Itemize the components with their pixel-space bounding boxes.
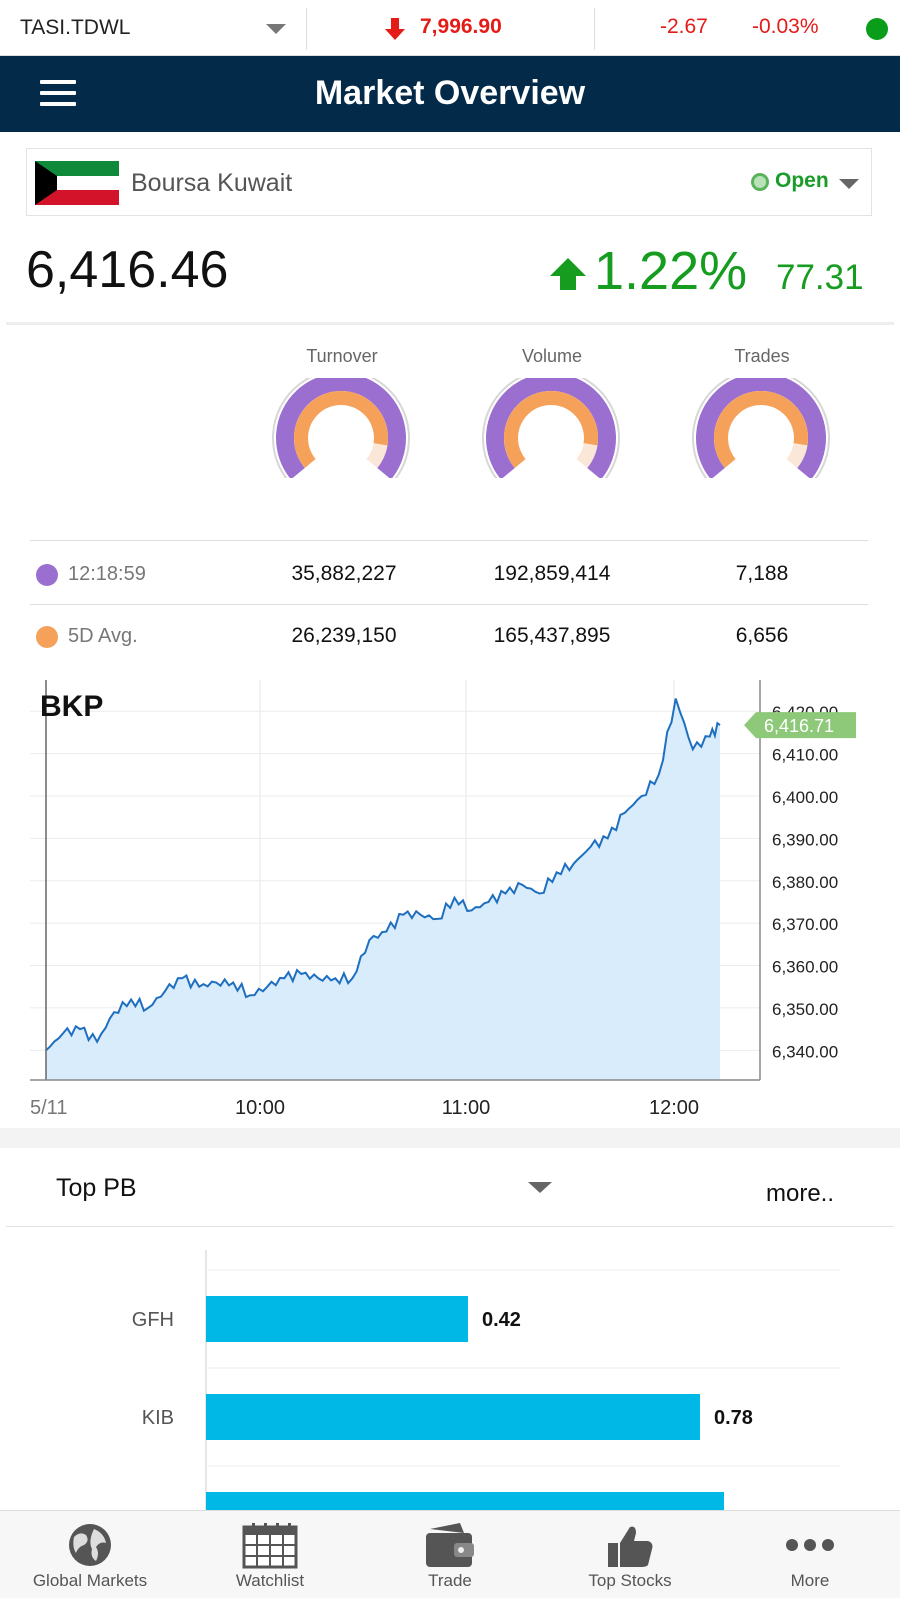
intraday-chart[interactable]: 6,420.006,410.006,400.006,390.006,380.00… [0, 680, 900, 1120]
bar-category-label: GFH [132, 1309, 174, 1331]
wallet-icon [426, 1523, 474, 1567]
gauge-label-volume: Volume [521, 346, 583, 366]
nav-label: Global Markets [32, 1571, 148, 1590]
gauge-current-arc [486, 378, 616, 478]
current-row-label: 12:18:59 [68, 563, 146, 585]
bar [206, 1394, 700, 1440]
ticker-symbol[interactable]: TASI.TDWL [20, 16, 131, 39]
chevron-down-icon[interactable] [528, 1182, 552, 1193]
section-divider [0, 1128, 900, 1148]
trades-current: 7,188 [735, 562, 789, 585]
y-tick-label: 6,340.00 [772, 1042, 838, 1061]
section-divider [6, 322, 894, 325]
nav-more[interactable]: More [720, 1511, 900, 1599]
trades-gauge [692, 378, 830, 478]
bar-value-label: 0.42 [482, 1309, 521, 1331]
top-list-selector[interactable]: Top PB [56, 1174, 137, 1202]
nav-label: Top Stocks [588, 1571, 672, 1590]
gauge-current-arc [696, 378, 826, 478]
ticker-dropdown-icon[interactable] [266, 24, 286, 34]
index-change: 77.31 [776, 258, 864, 297]
average-legend-dot [36, 626, 58, 648]
nav-label: Watchlist [235, 1571, 305, 1590]
status-dropdown-icon[interactable] [839, 179, 859, 189]
trades-average: 6,656 [735, 624, 789, 647]
market-status[interactable]: Open [775, 169, 829, 192]
down-arrow-icon [385, 18, 405, 40]
exchange-selector[interactable]: Boursa Kuwait Open [26, 148, 872, 216]
bar-value-label: 0.78 [714, 1407, 753, 1429]
current-legend-dot [36, 564, 58, 586]
app-header: Market Overview [0, 56, 900, 132]
top-pb-chart: GFH 0.42 KIB 0.78 [0, 1250, 900, 1510]
turnover-average: 26,239,150 [291, 624, 397, 647]
index-value: 6,416.46 [26, 241, 229, 299]
status-icon [751, 173, 769, 191]
bar [206, 1492, 724, 1510]
divider [30, 540, 868, 541]
thumbs-up-icon [608, 1526, 653, 1567]
nav-top-stocks[interactable]: Top Stocks [540, 1511, 720, 1599]
chart-area [46, 698, 720, 1080]
nav-trade[interactable]: Trade [360, 1511, 540, 1599]
volume-gauge [482, 378, 620, 478]
gauge-average-arc [714, 391, 808, 468]
average-row-label: 5D Avg. [68, 625, 138, 647]
x-tick-label: 5/11 [30, 1097, 67, 1119]
turnover-gauge [272, 378, 410, 478]
hamburger-menu-icon[interactable] [40, 80, 76, 108]
y-tick-label: 6,370.00 [772, 915, 838, 934]
market-status-dot [866, 18, 888, 40]
bar-category-label: KIB [142, 1407, 174, 1429]
bar [206, 1296, 468, 1342]
page-title: Market Overview [314, 74, 586, 112]
chart-line [45, 698, 721, 1052]
y-tick-label: 6,390.00 [772, 830, 838, 849]
divider [306, 8, 307, 50]
bottom-nav: Global Markets Watchlist Trade Top Stock… [0, 1510, 900, 1598]
ticker-index-value: 7,996.90 [420, 15, 502, 38]
divider [594, 8, 595, 50]
globe-icon [69, 1524, 111, 1566]
index-change-pct: 1.22% [594, 241, 748, 301]
last-value-tag [744, 712, 856, 739]
x-tick-label: 10:00 [235, 1097, 285, 1119]
y-tick-label: 6,360.00 [772, 958, 838, 977]
divider [6, 1226, 894, 1227]
exchange-name: Boursa Kuwait [131, 169, 293, 197]
up-arrow-icon [550, 258, 586, 290]
more-link[interactable]: more.. [766, 1180, 835, 1207]
nav-label: More [790, 1571, 830, 1590]
y-tick-label: 6,380.00 [772, 873, 838, 892]
ticker-change: -2.67 [660, 15, 708, 38]
ticker-bar: TASI.TDWL 7,996.90 -2.67 -0.03% [0, 0, 900, 56]
x-tick-label: 11:00 [442, 1097, 491, 1119]
volume-current: 192,859,414 [493, 562, 611, 585]
more-dots-icon [786, 1539, 834, 1551]
gauge-average-arc [294, 391, 388, 468]
gauge-label-turnover: Turnover [306, 346, 378, 366]
y-tick-label: 6,410.00 [772, 746, 838, 765]
gauge-current-arc [276, 378, 406, 478]
ticker-change-pct: -0.03% [752, 15, 819, 38]
calendar-grid-icon [242, 1523, 298, 1569]
volume-average: 165,437,895 [493, 624, 611, 647]
nav-label: Trade [428, 1571, 472, 1590]
nav-watchlist[interactable]: Watchlist [180, 1511, 360, 1599]
chart-title: BKP [40, 690, 103, 723]
y-tick-label: 6,350.00 [772, 1000, 838, 1019]
x-tick-label: 12:00 [649, 1097, 699, 1119]
gauge-average-arc [504, 391, 598, 468]
kuwait-flag-icon [35, 161, 119, 205]
nav-global-markets[interactable]: Global Markets [0, 1511, 180, 1599]
turnover-current: 35,882,227 [291, 562, 397, 585]
y-tick-label: 6,400.00 [772, 788, 838, 807]
last-value-label: 6,416.71 [764, 716, 834, 736]
gauge-label-trades: Trades [734, 346, 790, 366]
divider [30, 604, 868, 605]
